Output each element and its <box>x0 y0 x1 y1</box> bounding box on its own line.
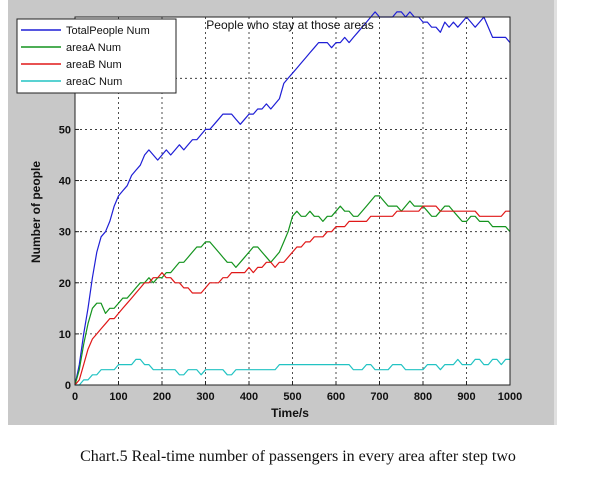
x-tick-label: 400 <box>240 391 258 403</box>
legend-label: areaA Num <box>66 42 121 54</box>
x-axis-label: Time/s <box>271 406 309 420</box>
plot-frame <box>74 16 511 386</box>
line-chart: 0 100 200 300 400 500 600 700 800 900 1000 0 10 20 30 4… <box>16 11 522 420</box>
series-line-0 <box>74 11 511 386</box>
y-tick-label: 50 <box>59 124 71 136</box>
x-tick-label: 900 <box>457 391 475 403</box>
x-tick-label: 600 <box>327 391 345 403</box>
series-line-2 <box>74 205 510 386</box>
legend-label: TotalPeople Num <box>66 25 150 37</box>
y-tick-label: 40 <box>59 176 71 188</box>
legend-label: areaB Num <box>66 59 122 71</box>
figure-caption: Chart.5 Real-time number of passengers i… <box>80 448 516 465</box>
x-tick-label: 100 <box>109 391 127 403</box>
window-edge <box>554 0 557 425</box>
legend-label: areaC Num <box>66 76 122 88</box>
y-tick-label: 10 <box>59 329 71 341</box>
y-axis-label: Number of people <box>29 161 43 263</box>
x-tick-label: 0 <box>72 391 78 403</box>
series-line-1 <box>74 195 511 386</box>
x-tick-label: 1000 <box>498 391 522 403</box>
y-tick-label: 30 <box>59 227 71 239</box>
series-line-3 <box>75 358 510 386</box>
x-tick-label: 700 <box>370 391 388 403</box>
chart-title: People who stay at those areas <box>206 18 373 32</box>
x-tick-label: 200 <box>153 391 171 403</box>
y-tick-label: 0 <box>65 380 71 392</box>
x-tick-label: 500 <box>283 391 301 403</box>
series-layer <box>74 11 511 386</box>
y-tick-label: 20 <box>59 278 71 290</box>
x-tick-label: 300 <box>196 391 214 403</box>
x-tick-label: 800 <box>414 391 432 403</box>
legend: TotalPeople Num areaA Num areaB Num areaC N… <box>16 18 177 94</box>
